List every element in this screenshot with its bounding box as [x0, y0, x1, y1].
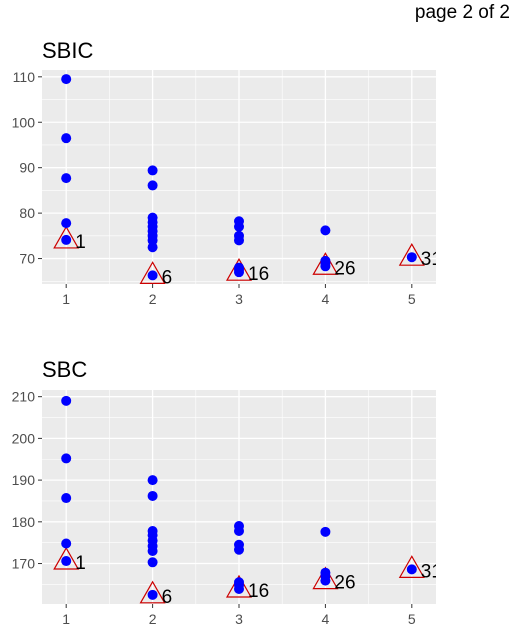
x-tick-label: 3 [235, 291, 243, 307]
highlight-triangle [225, 257, 253, 281]
chart-title: SBIC [42, 38, 93, 63]
point-label: 6 [162, 267, 173, 288]
y-tick-label: 100 [12, 114, 36, 130]
data-point [234, 221, 244, 232]
data-point [234, 583, 244, 594]
data-point [61, 173, 72, 184]
data-point [147, 165, 158, 176]
data-point [147, 475, 158, 486]
y-tick-label: 80 [19, 205, 35, 221]
y-tick-label: 110 [13, 69, 36, 85]
data-point [61, 395, 72, 406]
data-point [320, 225, 331, 236]
highlight-triangle [139, 580, 166, 604]
highlight-triangle [53, 225, 80, 249]
data-point [234, 525, 244, 536]
data-point [234, 235, 244, 246]
y-tick-label: 170 [12, 556, 36, 572]
data-point [147, 180, 158, 191]
x-tick-label: 1 [62, 611, 70, 627]
data-point [61, 234, 72, 245]
x-tick-label: 4 [322, 291, 330, 307]
data-point [61, 556, 72, 567]
y-tick-label: 70 [19, 251, 35, 267]
data-point [61, 74, 72, 85]
point-label: 16 [248, 264, 269, 285]
point-label: 26 [334, 573, 355, 594]
page-indicator: page 2 of 2 [414, 2, 510, 23]
data-point [234, 544, 244, 555]
point-label: 6 [162, 587, 173, 608]
point-label: 16 [248, 581, 269, 602]
data-point [61, 493, 72, 504]
data-point [61, 538, 72, 549]
data-point [147, 589, 158, 600]
data-point [147, 242, 158, 253]
data-point [61, 133, 72, 144]
x-tick-label: 5 [408, 611, 416, 627]
highlight-triangle [139, 261, 166, 284]
data-point [147, 490, 158, 501]
x-tick-label: 2 [149, 611, 157, 627]
highlight-triangle [312, 566, 339, 590]
x-tick-label: 5 [408, 291, 416, 307]
data-point [61, 453, 72, 464]
point-label: 26 [334, 258, 355, 279]
point-label: 31 [421, 249, 442, 270]
y-tick-label: 180 [12, 514, 36, 530]
point-label: 1 [75, 232, 86, 253]
x-tick-label: 4 [322, 611, 330, 627]
x-tick-label: 1 [62, 291, 70, 307]
data-point [320, 526, 331, 537]
highlight-triangle [312, 252, 339, 275]
y-tick-label: 210 [12, 389, 36, 405]
y-tick-label: 90 [19, 160, 35, 176]
point-label: 1 [75, 553, 86, 574]
highlight-triangle [398, 555, 425, 578]
point-label: 31 [421, 561, 442, 582]
chart-title: SBC [42, 357, 87, 382]
y-tick-label: 190 [12, 472, 36, 488]
data-point [147, 270, 158, 281]
data-point [147, 546, 158, 557]
data-point [147, 557, 158, 568]
highlight-triangle [225, 574, 253, 598]
data-point [320, 261, 331, 272]
data-point [234, 267, 244, 278]
highlight-triangle [398, 242, 425, 266]
x-tick-label: 2 [149, 291, 157, 307]
highlight-triangle [53, 546, 80, 570]
data-point [406, 564, 417, 575]
data-point [406, 252, 417, 263]
x-tick-label: 3 [235, 611, 243, 627]
data-point [61, 218, 72, 229]
y-tick-label: 200 [12, 430, 36, 446]
data-point [320, 575, 331, 586]
